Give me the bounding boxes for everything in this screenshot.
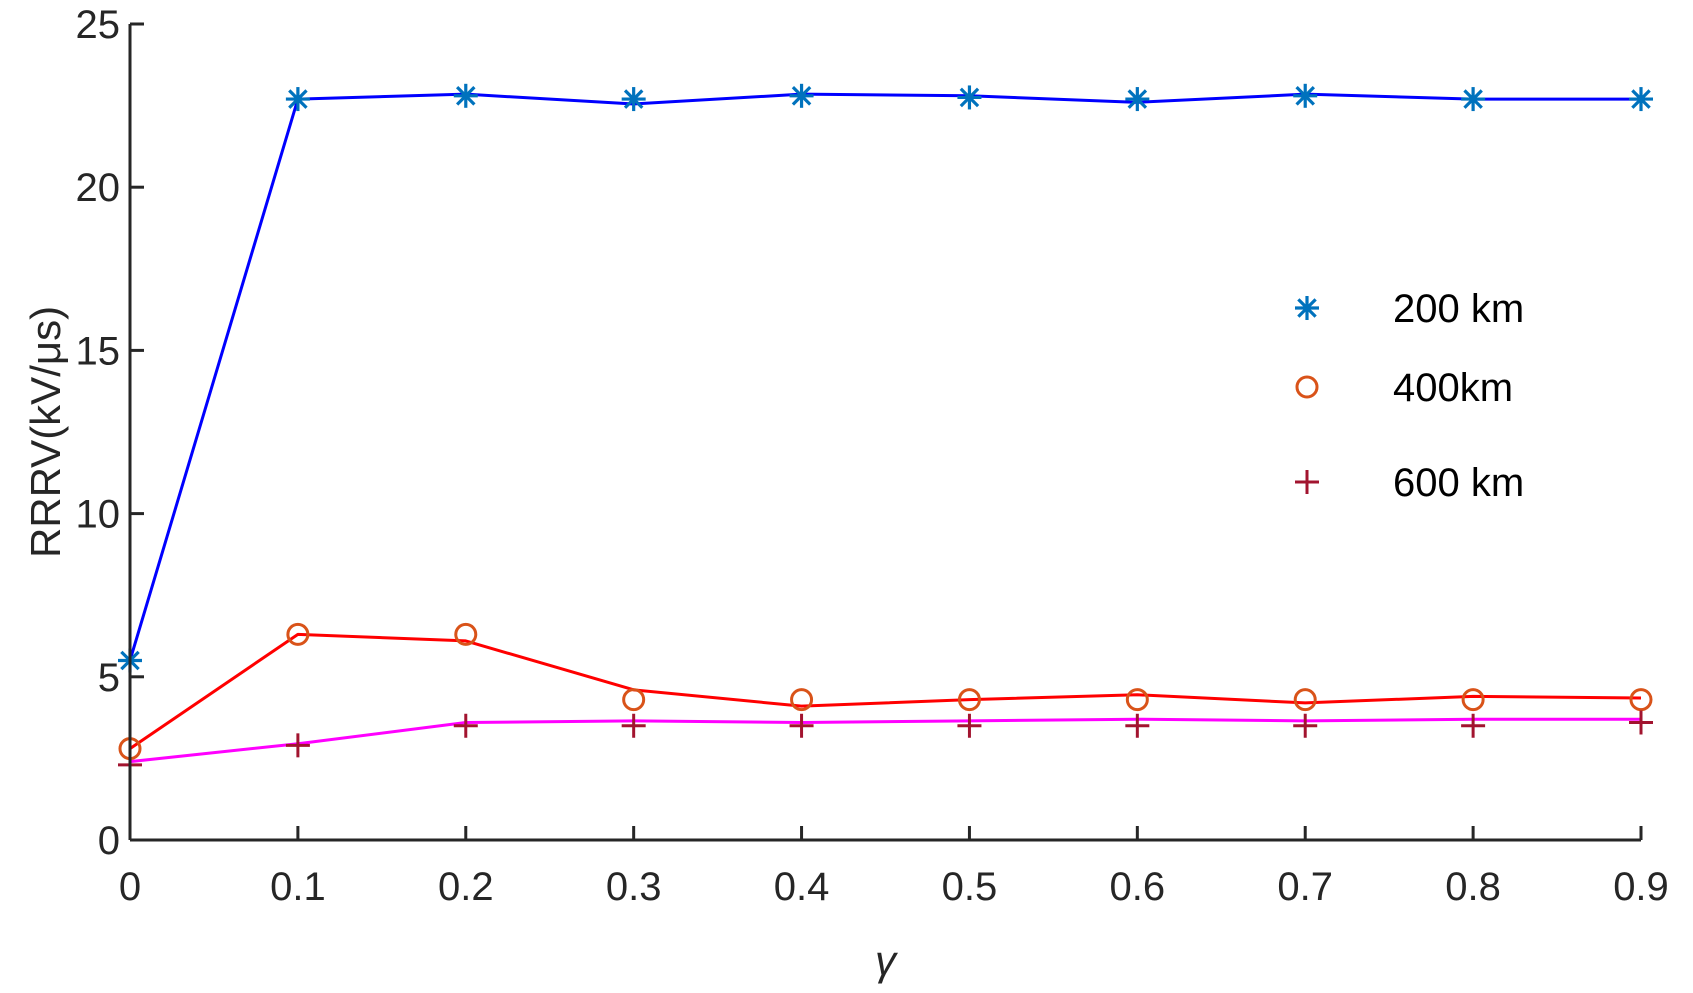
circle-stroke <box>1125 688 1149 712</box>
y-ticks: 0 5 10 15 20 25 <box>76 3 144 863</box>
y-tick-label: 10 <box>76 493 121 537</box>
x-tick-label: 0.6 <box>1110 865 1166 909</box>
data-point <box>957 713 982 738</box>
legend-label: 200 km <box>1393 287 1524 331</box>
data-point <box>286 622 310 646</box>
x-tick-label: 0.2 <box>438 865 494 909</box>
data-point <box>1629 688 1653 712</box>
data-point <box>1629 710 1653 735</box>
asterisk-stroke <box>1631 89 1651 109</box>
x-tick-label: 0 <box>119 865 141 909</box>
x-tick-label: 0.4 <box>774 865 830 909</box>
data-point <box>957 688 981 712</box>
data-point <box>453 83 478 108</box>
data-point <box>1461 688 1485 712</box>
circle-stroke <box>454 622 478 646</box>
y-tick-label: 20 <box>76 166 121 210</box>
asterisk-stroke <box>1297 298 1317 318</box>
data-point <box>1125 87 1150 112</box>
x-tick-label: 0.9 <box>1613 865 1669 909</box>
y-tick-label: 0 <box>98 819 120 863</box>
circle-stroke <box>1629 688 1653 712</box>
y-tick-label: 15 <box>76 329 121 373</box>
series-line-2 <box>129 632 1642 750</box>
data-point <box>1629 87 1653 112</box>
data-point <box>622 688 646 712</box>
series-lines <box>128 92 1642 764</box>
y-tick-label: 25 <box>76 3 121 47</box>
x-tick-label: 0.7 <box>1277 865 1333 909</box>
data-point <box>1293 688 1317 712</box>
series-markers <box>118 83 1653 777</box>
legend-marker <box>1295 470 1319 494</box>
data-point <box>285 87 310 112</box>
y-tick-label: 5 <box>98 656 120 700</box>
data-point <box>1293 83 1318 108</box>
asterisk-stroke <box>623 89 644 109</box>
data-point <box>790 688 814 712</box>
data-point <box>1461 87 1486 112</box>
data-point <box>621 713 646 738</box>
asterisk-stroke <box>288 89 308 109</box>
legend-marker <box>1295 296 1319 320</box>
x-tick-label: 0.1 <box>270 865 326 909</box>
circle-stroke <box>286 622 310 646</box>
circle-stroke <box>1295 375 1319 399</box>
x-tick-label: 0.3 <box>606 865 662 909</box>
data-point <box>789 713 814 738</box>
data-point <box>1293 713 1318 738</box>
data-point <box>789 83 814 108</box>
series-line-3 <box>129 717 1641 764</box>
circle-stroke <box>1293 688 1317 712</box>
data-point <box>1125 713 1150 738</box>
data-point <box>1125 688 1149 712</box>
legend: 200 km 400km 600 km <box>1295 287 1524 505</box>
legend-marker <box>1295 375 1319 399</box>
x-axis-label: γ <box>875 937 898 984</box>
circle-stroke <box>622 688 646 712</box>
asterisk-stroke <box>1127 89 1148 109</box>
series-line-1 <box>128 92 1641 661</box>
asterisk-stroke <box>959 87 980 108</box>
data-point <box>957 85 982 110</box>
legend-label: 400km <box>1393 366 1513 410</box>
x-tick-label: 0.8 <box>1445 865 1501 909</box>
data-point <box>285 733 310 758</box>
data-point <box>454 622 478 646</box>
x-ticks: 0 0.1 0.2 0.3 0.4 0.5 0.6 0.7 0.8 0.9 <box>119 826 1669 909</box>
legend-item: 400km <box>1295 366 1513 410</box>
data-point <box>1461 713 1486 738</box>
x-tick-label: 0.5 <box>942 865 998 909</box>
legend-item: 200 km <box>1295 287 1524 331</box>
circle-stroke <box>1461 688 1485 712</box>
y-axis-label: RRRV(kV/μs) <box>22 306 69 558</box>
asterisk-stroke <box>1463 89 1483 109</box>
circle-stroke <box>790 688 814 712</box>
asterisk-stroke <box>1295 86 1315 106</box>
legend-label: 600 km <box>1393 461 1524 505</box>
asterisk-stroke <box>791 86 812 106</box>
data-point <box>621 87 646 112</box>
legend-item: 600 km <box>1295 461 1524 505</box>
circle-stroke <box>957 688 981 712</box>
data-point <box>453 713 478 738</box>
asterisk-stroke <box>456 86 476 106</box>
axes: 0 0.1 0.2 0.3 0.4 0.5 0.6 0.7 0.8 0.9 0 5 10 15 20 25 <box>76 3 1669 909</box>
